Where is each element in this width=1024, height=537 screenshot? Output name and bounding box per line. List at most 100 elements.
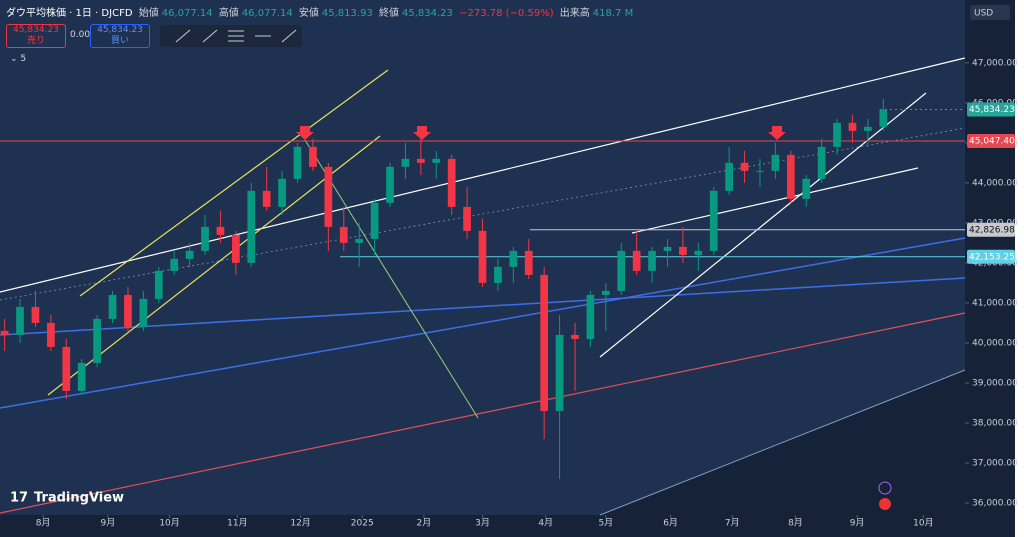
sell-label: 売り (26, 36, 45, 46)
candle-body (879, 109, 888, 127)
trendline (0, 127, 966, 301)
candle-body (725, 162, 733, 191)
x-tick-label: 2025 (351, 519, 374, 529)
trendline (631, 167, 919, 234)
price-label: 42,153.25 (969, 252, 1015, 262)
trendline (304, 139, 479, 419)
y-tick-label: 47,000.00 (972, 58, 1018, 68)
label: 高値 (218, 8, 239, 19)
candle-body (601, 290, 610, 295)
price-axis (965, 0, 1015, 537)
trendline (79, 69, 389, 297)
candle-body (154, 270, 163, 299)
x-tick-label: 8月 (36, 518, 51, 529)
candle-body (848, 122, 857, 131)
candle-body (571, 334, 579, 339)
x-tick-label: 10月 (159, 518, 179, 529)
indicators-toggle[interactable]: ⌄ 5 (10, 54, 27, 64)
candle-body (201, 226, 209, 251)
candle-body (463, 206, 471, 231)
y-tick-label: 41,000.00 (972, 298, 1018, 308)
candle-body (494, 266, 502, 283)
tool-icon[interactable] (175, 29, 191, 43)
x-tick-label: 3月 (475, 518, 490, 529)
value: 46,077.14 (241, 8, 293, 19)
axes: 36,000.00 37,000.00 38,000.00 39,000.00 40,0… (36, 58, 1018, 528)
y-tick-label: 38,000.00 (972, 418, 1018, 428)
candle-body (370, 202, 379, 239)
y-tick-label: 37,000.00 (972, 458, 1018, 468)
buy-price: 45,834.23 (97, 25, 143, 35)
candle-body (432, 158, 441, 163)
indicator-count: 5 (20, 54, 27, 64)
trendline (0, 277, 966, 336)
buy-label: 買い (110, 36, 129, 46)
candle-body (185, 250, 194, 259)
candle-body (0, 330, 9, 335)
candle-body (740, 162, 749, 171)
event-icon[interactable] (878, 481, 892, 495)
candle-body (555, 334, 564, 411)
candle-body (817, 146, 826, 179)
value: 46,077.14 (161, 8, 213, 19)
candle-body (663, 246, 672, 251)
sell-button[interactable]: 45,834.23 売り (6, 24, 66, 48)
candle-body (509, 250, 518, 267)
candle-body (786, 154, 795, 199)
candle-body (416, 158, 425, 163)
y-tick-label: 44,000.00 (972, 178, 1018, 188)
currency: USD (974, 9, 993, 19)
event-icon[interactable] (879, 498, 891, 510)
x-tick-label: 6月 (663, 518, 678, 529)
candle-body (108, 294, 117, 319)
arrow (296, 126, 314, 140)
buy-button[interactable]: 45,834.23 買い (90, 24, 150, 48)
channel-edge (599, 369, 966, 516)
candle-body (447, 158, 456, 207)
candle-body (93, 318, 101, 363)
toolbar (160, 25, 302, 47)
tool-icon[interactable] (281, 29, 297, 43)
legend-header: ダウ平均株価 · 1日 · DJCFD 始値 46,077.14 高値 46,077… (6, 4, 636, 19)
price-label-bg (967, 222, 1015, 237)
price-label-bg (967, 249, 1015, 264)
trendline (0, 312, 966, 514)
x-tick-label: 11月 (227, 518, 247, 529)
candle-body (216, 226, 225, 235)
candle-body (124, 294, 132, 327)
candle-body (648, 250, 656, 271)
candle-body (170, 258, 179, 271)
label: 始値 (138, 8, 159, 19)
trendline (0, 57, 966, 293)
candle-body (756, 170, 764, 172)
candle-body (478, 230, 487, 283)
y-tick-label: 36,000.00 (972, 498, 1018, 508)
candle-body (262, 190, 271, 207)
trendline (599, 92, 927, 358)
x-tick-label: 9月 (101, 518, 116, 529)
value: 418.7 M (592, 8, 634, 19)
y-tick-label: 40,000.00 (972, 338, 1018, 348)
symbol[interactable]: ダウ平均株価 · 1日 · DJCFD (6, 8, 133, 19)
candle-body (694, 250, 703, 255)
trendline (0, 237, 966, 409)
candle-body (679, 246, 687, 255)
candle-body (540, 274, 549, 411)
plot (0, 98, 965, 479)
candle-body (62, 346, 71, 391)
spread: 0.00 (70, 30, 91, 40)
price-label: 42,826.98 (969, 225, 1015, 235)
x-tick-label: 8月 (788, 518, 803, 529)
x-tick-label: 5月 (598, 518, 613, 529)
brand: TradingView (34, 491, 124, 506)
candle-body (339, 226, 348, 243)
label: 終値 (379, 8, 399, 19)
tool-icon[interactable] (202, 29, 218, 43)
currency-box[interactable] (970, 5, 1010, 20)
candle-body (232, 234, 240, 263)
candle-body (524, 250, 533, 275)
x-tick-label: 4月 (538, 518, 553, 529)
edge (1015, 0, 1024, 537)
